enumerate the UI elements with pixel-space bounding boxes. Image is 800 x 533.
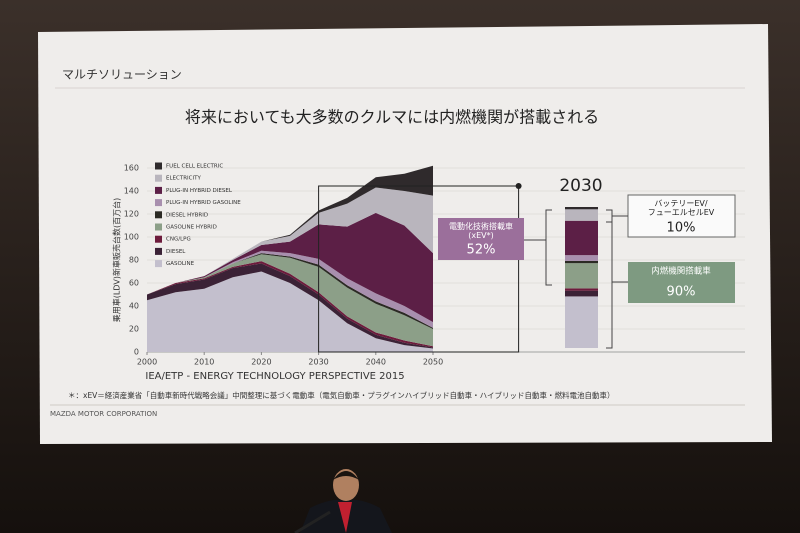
- bev-box: [627, 194, 736, 238]
- xev-box: [438, 218, 524, 260]
- x-tick-label: 2000: [137, 358, 157, 367]
- legend-label: PLUG-IN HYBRID DIESEL: [166, 188, 233, 194]
- area: [147, 212, 433, 323]
- legend-swatch: [155, 260, 162, 268]
- xev-share: 52%: [467, 243, 496, 258]
- legend-label: ELECTRICITY: [166, 176, 201, 182]
- presenter-hair: [333, 471, 359, 480]
- area: [147, 187, 433, 295]
- y-tick-label: 120: [124, 210, 139, 219]
- y-tick-label: 0: [134, 348, 139, 357]
- legend-swatch: [155, 199, 162, 207]
- legend-label: DIESEL: [166, 249, 186, 255]
- legend-swatch: [155, 223, 162, 231]
- bar-segment: [565, 220, 598, 256]
- legend: GASOLINE DIESEL CNG/LPG GASOLINE HYBRID DIES…: [155, 162, 241, 268]
- legend-swatch: [155, 247, 162, 255]
- y-tick-label: 40: [129, 302, 139, 311]
- highlight-year: 2030: [559, 176, 602, 196]
- annotation-text: 電動化技術搭載車(xEV*): [449, 221, 513, 240]
- area: [147, 165, 433, 295]
- bar-segment: [565, 290, 598, 297]
- annotation-line: バッテリーEV/: [654, 199, 708, 208]
- y-tick-label: 20: [129, 325, 139, 334]
- footnote: ＊：xEV＝経済産業省「自動車新時代戦略会議」中間整理に基づく電動車（電気自動車…: [68, 390, 615, 400]
- y-axis-label: 乗用車(LDV)新車販売台数(百万台): [112, 198, 122, 322]
- annotation-line: (xEV*): [468, 231, 494, 240]
- legend-label: PLUG-IN HYBRID GASOLINE: [166, 200, 241, 206]
- bracket: [524, 209, 552, 286]
- ice-box: [628, 262, 735, 303]
- y-tick-label: 140: [124, 187, 139, 196]
- bar-segment: [565, 207, 598, 210]
- x-tick-label: 2040: [366, 358, 386, 367]
- legend-label: FUEL CELL ELECTRIC: [166, 164, 223, 170]
- legend-swatch: [155, 211, 162, 219]
- bar-segment: [565, 288, 598, 291]
- legend-swatch: [155, 162, 162, 170]
- bar-segment: [565, 255, 598, 261]
- annotation-line: フューエルセルEV: [648, 208, 715, 217]
- legend-label: CNG/LPG: [166, 237, 191, 243]
- x-tick-label: 2050: [423, 358, 443, 367]
- company: MAZDA MOTOR CORPORATION: [50, 410, 157, 418]
- ice-share: 90%: [667, 285, 696, 300]
- x-tick-label: 2010: [194, 358, 214, 367]
- legend-swatch: [155, 235, 162, 243]
- annotation-line: 電動化技術搭載車: [449, 221, 513, 231]
- bar-segment: [565, 260, 598, 264]
- bev-share: 10%: [667, 221, 696, 236]
- area: [147, 263, 433, 349]
- legend-swatch: [155, 186, 162, 194]
- area: [147, 261, 433, 348]
- legend-swatch: [155, 174, 162, 182]
- x-axis-label: IEA/ETP - ENERGY TECHNOLOGY PERSPECTIVE …: [145, 371, 404, 382]
- legend-label: GASOLINE: [166, 261, 195, 267]
- x-tick-label: 2020: [251, 358, 271, 367]
- y-tick-label: 60: [129, 279, 139, 288]
- presenter: [294, 469, 392, 533]
- x-tick-label: 2030: [308, 358, 328, 367]
- bar-segment: [565, 263, 598, 289]
- bar-segment: [565, 296, 598, 348]
- area: [147, 250, 433, 328]
- highlight-box: [318, 185, 520, 353]
- headline: 将来においても大多数のクルマには内燃機関が搭載される: [185, 108, 599, 127]
- legend-label: DIESEL HYBRID: [166, 212, 208, 218]
- area: [147, 254, 433, 347]
- presenter-tie: [338, 502, 352, 533]
- annotation-text: バッテリーEV/フューエルセルEV: [648, 199, 715, 217]
- pointer-dot: [515, 183, 522, 189]
- y-tick-label: 160: [124, 164, 139, 173]
- ice-label: 内燃機関搭載車: [651, 266, 711, 277]
- bar-segment: [565, 209, 598, 221]
- y-tick-label: 100: [124, 233, 139, 242]
- bracket: [606, 221, 628, 349]
- slide-title: マルチソリューション: [62, 68, 182, 82]
- legend-label: GASOLINE HYBRID: [166, 225, 217, 231]
- area: [147, 271, 433, 352]
- y-tick-label: 80: [129, 256, 139, 265]
- microphone: [294, 510, 331, 533]
